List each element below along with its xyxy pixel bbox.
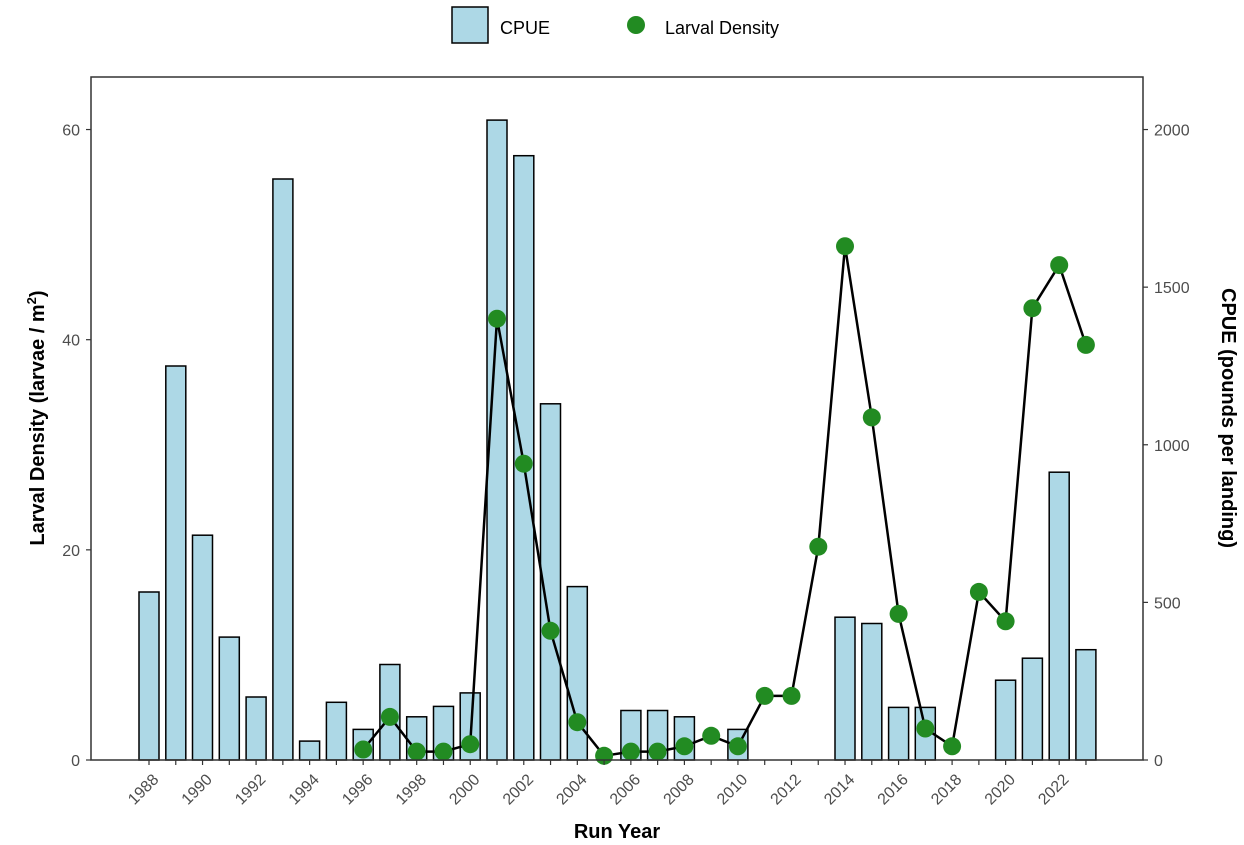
legend-cpue-label: CPUE <box>500 18 550 38</box>
y-axis-left-title-close: ) <box>27 290 49 297</box>
larval-density-point-2010 <box>728 737 747 756</box>
y-left-tick-label: 40 <box>62 333 80 350</box>
x-tick-label: 2016 <box>875 771 912 808</box>
larval-density-point-2014 <box>836 237 854 256</box>
cpue-bar-1992 <box>245 696 267 761</box>
cpue-bar-2021 <box>1021 657 1044 761</box>
larval-density-point-2018 <box>943 737 962 756</box>
y-axis-left-title-main: Larval Density (larvae / m <box>27 304 49 545</box>
x-tick-label: 1988 <box>125 771 162 808</box>
y-right-tick-label: 1500 <box>1154 280 1190 297</box>
larval-density-point-2016 <box>889 604 908 623</box>
x-tick-label: 2008 <box>661 771 698 808</box>
y-axis-left-title-superscript: 2 <box>24 297 39 304</box>
x-tick-label: 1994 <box>286 771 323 808</box>
cpue-bar-1990 <box>191 534 214 761</box>
larval-density-point-2001 <box>488 309 506 328</box>
larval-density-point-1999 <box>434 742 453 761</box>
larval-density-points <box>354 237 1095 765</box>
larval-density-point-2015 <box>862 408 881 427</box>
x-tick-label: 2018 <box>928 771 965 808</box>
x-tick-label: 2010 <box>714 771 751 808</box>
cpue-bar-2004 <box>566 585 589 761</box>
x-tick-label: 1998 <box>393 771 430 808</box>
y-left-tick-label: 20 <box>62 543 80 560</box>
x-tick-label: 2004 <box>553 771 590 808</box>
larval-density-point-2019 <box>969 582 988 601</box>
y-right-tick-label: 2000 <box>1154 123 1190 140</box>
cpue-bar-2020 <box>994 679 1017 761</box>
x-tick-label: 1996 <box>339 771 376 808</box>
x-tick-label: 2002 <box>500 771 537 808</box>
legend-larval-density-label: Larval Density <box>665 18 779 38</box>
larval-density-point-2013 <box>809 537 828 556</box>
larval-density-point-2021 <box>1023 299 1042 318</box>
y-right-tick-label: 1000 <box>1154 438 1190 455</box>
y-left-tick-label: 0 <box>71 753 80 770</box>
larval-density-point-2004 <box>568 713 587 732</box>
plot-panel-border <box>90 76 1144 761</box>
legend-larval-density-marker <box>627 16 645 34</box>
larval-density-point-2012 <box>782 686 801 705</box>
cpue-bar-1994 <box>298 740 321 761</box>
cpue-bar-2023 <box>1075 648 1097 761</box>
cpue-bar-1989 <box>165 365 187 761</box>
larval-density-point-2022 <box>1050 256 1069 275</box>
cpue-bar-2015 <box>861 622 883 761</box>
cpue-bar-1995 <box>325 701 348 761</box>
x-tick-label: 2012 <box>768 771 805 808</box>
larval-density-point-2007 <box>648 742 667 761</box>
x-tick-label: 2020 <box>982 771 1019 808</box>
x-tick-label: 2022 <box>1035 771 1072 808</box>
cpue-bar-2014 <box>834 616 856 761</box>
y-left-tick-label: 60 <box>62 123 80 140</box>
larval-density-point-2020 <box>996 612 1015 631</box>
larval-density-point-1996 <box>354 740 373 759</box>
x-tick-label: 2000 <box>446 771 483 808</box>
cpue-bar-2016 <box>887 706 910 761</box>
x-tick-label: 2014 <box>821 771 858 808</box>
cpue-bar-1993 <box>272 178 294 761</box>
cpue-bars <box>138 119 1097 761</box>
larval-density-line <box>362 246 1088 758</box>
larval-density-point-2002 <box>514 454 533 473</box>
larval-density-point-2011 <box>755 686 774 705</box>
y-axis-right: 0 500 1000 1500 2000 <box>1143 123 1190 770</box>
legend: CPUE Larval Density <box>451 6 779 44</box>
cpue-bar-2022 <box>1048 471 1070 761</box>
y-axis-left: 0 20 40 60 <box>62 123 91 770</box>
y-right-tick-label: 500 <box>1154 595 1181 612</box>
larval-density-point-2009 <box>702 726 721 745</box>
x-tick-label: 2006 <box>607 771 644 808</box>
x-tick-label: 1990 <box>179 771 216 808</box>
x-tick-label: 1992 <box>232 771 269 808</box>
y-axis-left-title: Larval Density (larvae / m2) <box>24 290 49 545</box>
x-axis-title: Run Year <box>574 821 661 843</box>
larval-density-line-path <box>362 246 1088 758</box>
larval-density-point-2006 <box>621 742 640 761</box>
larval-density-point-2003 <box>541 621 560 640</box>
larval-density-point-2008 <box>675 737 694 756</box>
x-axis: 1988 1990 1992 1994 1996 1998 2000 2002 2004 2006… <box>125 760 1087 808</box>
larval-density-point-1998 <box>407 742 426 761</box>
y-axis-right-title: CPUE (pounds per landing) <box>1217 288 1239 548</box>
larval-density-point-2023 <box>1076 335 1095 354</box>
y-right-tick-label: 0 <box>1154 753 1163 770</box>
legend-cpue-swatch <box>451 6 489 44</box>
larval-density-point-1997 <box>380 707 399 726</box>
larval-density-point-2017 <box>916 719 935 738</box>
cpue-bar-1988 <box>138 591 160 761</box>
larval-density-point-2000 <box>461 735 480 754</box>
cpue-bar-1991 <box>218 636 241 761</box>
